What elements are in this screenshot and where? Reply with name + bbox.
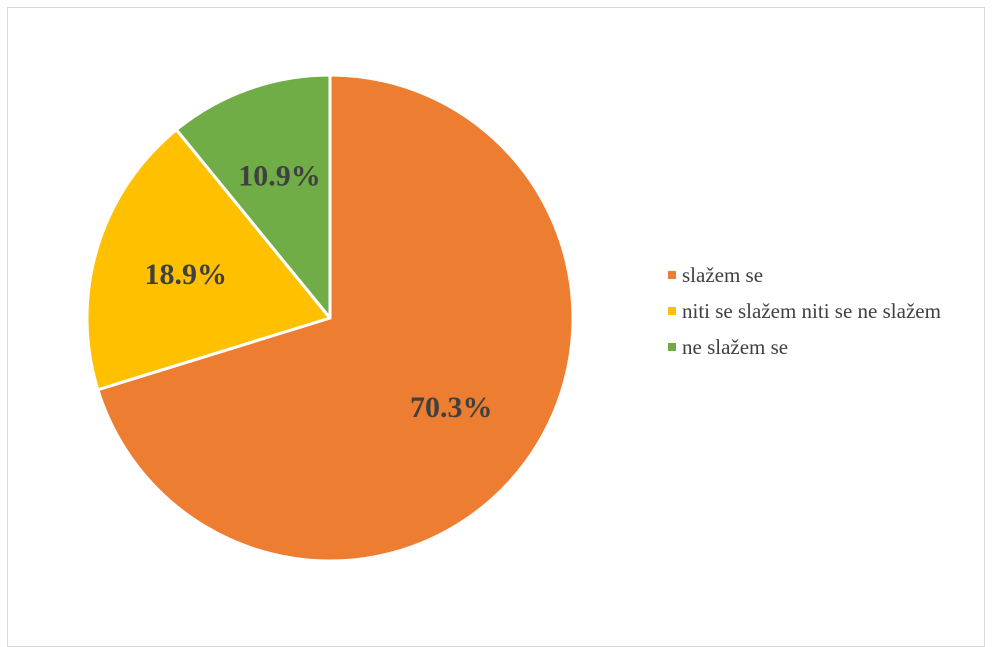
legend-item: slažem se [668,257,941,293]
legend-label: niti se slažem niti se ne slažem [682,298,941,323]
legend-swatch [668,343,676,351]
pie-data-labels: 70.3% 18.9% 10.9% [145,160,493,424]
data-label: 70.3% [410,391,493,424]
pie-slice [96,73,575,563]
pie-slice [85,128,332,392]
legend-item: ne slažem se [668,329,941,365]
pie-slices [85,73,575,563]
legend-item: niti se slažem niti se ne slažem [668,293,941,329]
legend-swatch [668,307,676,315]
data-label: 18.9% [145,258,228,291]
pie-chart: 70.3% 18.9% 10.9% [85,73,575,563]
data-label: 10.9% [238,160,321,193]
legend: slažem se niti se slažem niti se ne slaž… [668,257,941,365]
legend-label: ne slažem se [682,334,789,359]
legend-swatch [668,271,676,279]
legend-label: slažem se [682,262,764,287]
pie-slice [174,73,332,320]
